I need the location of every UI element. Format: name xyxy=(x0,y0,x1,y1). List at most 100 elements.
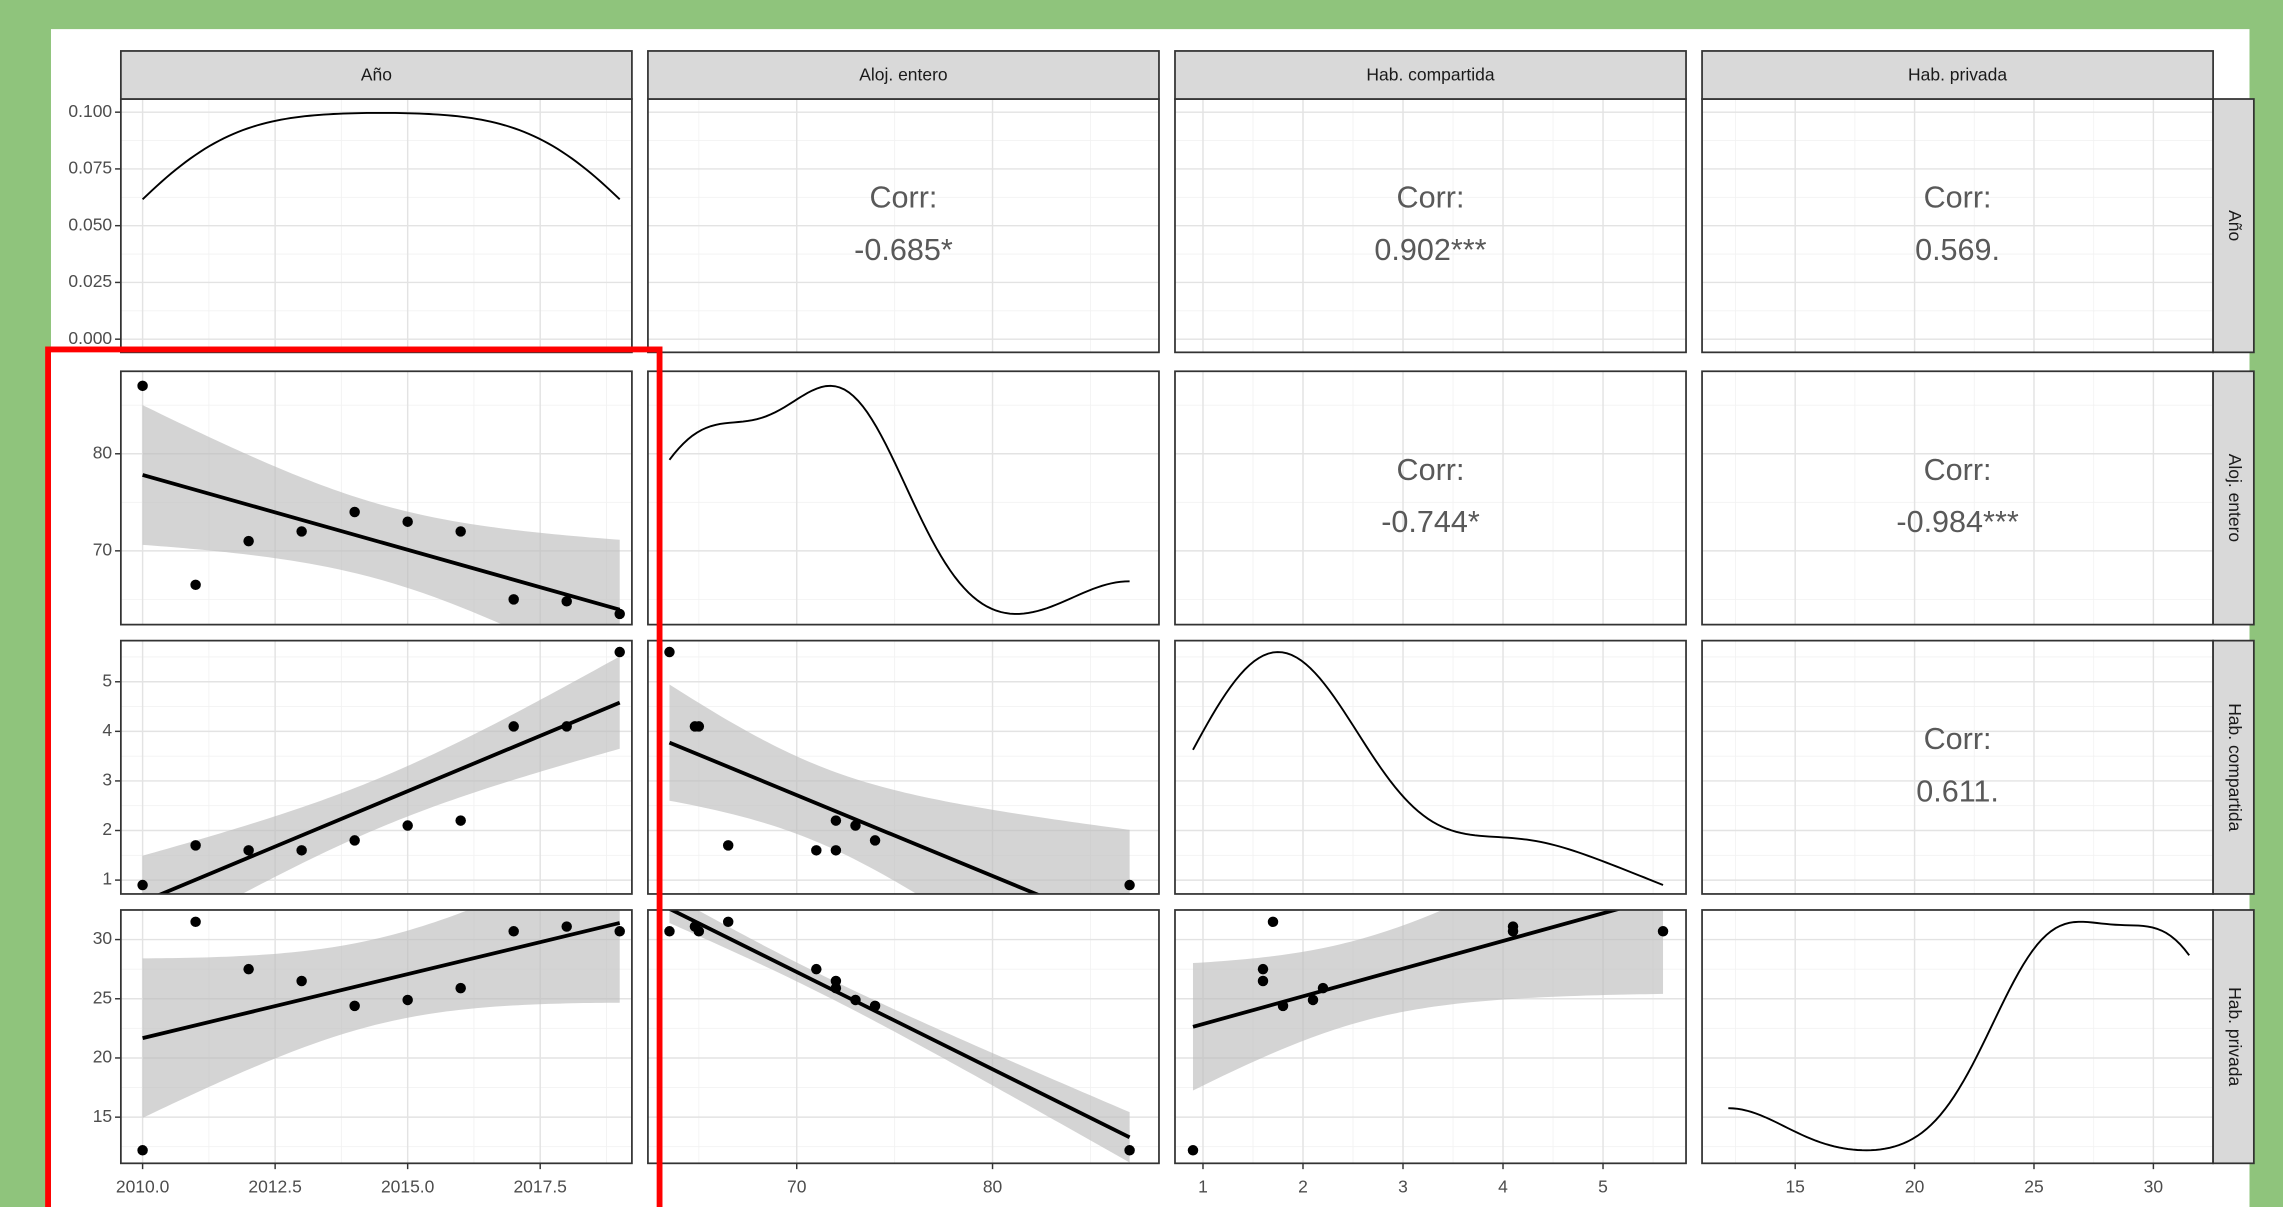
point xyxy=(508,926,519,937)
point xyxy=(850,994,861,1006)
confidence-band xyxy=(1192,909,1664,1091)
panel xyxy=(647,639,1160,895)
x-tick-label: 4 xyxy=(1498,1177,1508,1197)
point xyxy=(455,815,466,826)
point xyxy=(137,879,148,891)
point xyxy=(614,926,625,937)
corr-prefix: Corr: xyxy=(1924,722,1992,756)
point xyxy=(689,721,701,732)
point xyxy=(1267,916,1279,928)
point xyxy=(664,926,675,937)
point xyxy=(349,835,360,846)
point xyxy=(830,982,842,994)
right-strip-label: Año xyxy=(2225,210,2245,241)
fit-line xyxy=(668,740,1042,894)
y-tick-label: 20 xyxy=(93,1047,113,1067)
panel xyxy=(647,370,1160,626)
y-tick-label: 30 xyxy=(93,928,113,948)
top-strip xyxy=(647,50,1160,100)
panel-content xyxy=(1728,920,2190,1152)
point xyxy=(689,921,701,932)
right-strip xyxy=(2212,639,2255,895)
density-curve xyxy=(1728,920,2190,1152)
panel: Corr: 0.569. xyxy=(1701,98,2214,354)
density-curve xyxy=(141,111,621,201)
panel-border xyxy=(1174,639,1687,895)
corr-prefix: Corr: xyxy=(1924,181,1992,215)
y-tick-label: 0.100 xyxy=(68,101,112,121)
panel-border xyxy=(119,639,633,895)
fit-line xyxy=(142,473,621,612)
corr-value: -0.744* xyxy=(1381,505,1480,539)
point xyxy=(402,516,413,527)
corr-prefix: Corr: xyxy=(1397,453,1465,487)
y-tick-label: 1 xyxy=(102,869,112,889)
panel-border xyxy=(647,909,1160,1165)
confidence-band xyxy=(142,405,620,625)
point xyxy=(137,1145,148,1156)
right-strip-label: Hab. privada xyxy=(2225,987,2245,1086)
panel xyxy=(1174,909,1687,1165)
point xyxy=(869,835,881,846)
point xyxy=(561,596,572,607)
x-tick-label: 3 xyxy=(1398,1177,1408,1197)
y-tick-label: 2 xyxy=(102,819,112,839)
panel xyxy=(119,639,633,895)
panel-border xyxy=(647,370,1160,626)
point xyxy=(830,815,842,826)
panel-border xyxy=(1174,370,1687,626)
panel-background xyxy=(1702,909,2214,1164)
point xyxy=(402,994,413,1006)
point xyxy=(1124,879,1135,891)
corr-value: -0.685* xyxy=(854,233,953,267)
panel-background xyxy=(1174,371,1687,625)
right-strip xyxy=(2212,370,2255,626)
point xyxy=(614,646,625,658)
corr-prefix: Corr: xyxy=(869,181,937,215)
y-tick-label: 0.025 xyxy=(68,271,112,291)
panel: Corr: -0.685* xyxy=(647,98,1160,354)
y-tick-label: 0.075 xyxy=(68,158,112,178)
x-tick-label: 25 xyxy=(2024,1177,2043,1197)
panel-background xyxy=(1174,640,1687,894)
point xyxy=(869,1000,881,1012)
point xyxy=(190,840,201,851)
panel xyxy=(1701,909,2214,1165)
point xyxy=(1657,926,1669,937)
point xyxy=(614,608,625,620)
right-strip-label: Hab. compartida xyxy=(2225,703,2245,831)
panel xyxy=(119,98,633,354)
panel xyxy=(1174,639,1687,895)
top-strip-label: Aloj. entero xyxy=(859,64,947,84)
right-strip xyxy=(2212,98,2255,354)
panel-content xyxy=(668,909,1131,1163)
panel-background xyxy=(1702,371,2214,625)
point xyxy=(830,845,842,856)
panel-border xyxy=(119,370,633,626)
y-tick-label: 4 xyxy=(102,720,112,740)
point xyxy=(296,845,307,856)
point xyxy=(1187,1145,1199,1156)
panel-content xyxy=(668,384,1130,615)
y-tick-label: 80 xyxy=(93,442,113,462)
panel-content xyxy=(142,909,621,1118)
point xyxy=(190,916,201,928)
point xyxy=(243,845,254,856)
corr-value: 0.611. xyxy=(1916,775,1999,809)
panel: Corr: -0.984*** xyxy=(1701,370,2214,626)
point xyxy=(455,982,466,994)
top-strip xyxy=(1701,50,2214,100)
corr-value: -0.984*** xyxy=(1896,505,2018,539)
point xyxy=(811,963,822,975)
top-strip xyxy=(119,50,633,100)
x-tick-label: 1 xyxy=(1198,1177,1208,1197)
point xyxy=(243,963,254,975)
y-tick-label: 0.050 xyxy=(68,214,112,234)
x-tick-label: 15 xyxy=(1785,1177,1804,1197)
fit-line xyxy=(1192,909,1622,1029)
x-tick-label: 5 xyxy=(1598,1177,1608,1197)
panel-background xyxy=(647,371,1159,625)
top-strip-label: Hab. privada xyxy=(1908,64,2007,84)
